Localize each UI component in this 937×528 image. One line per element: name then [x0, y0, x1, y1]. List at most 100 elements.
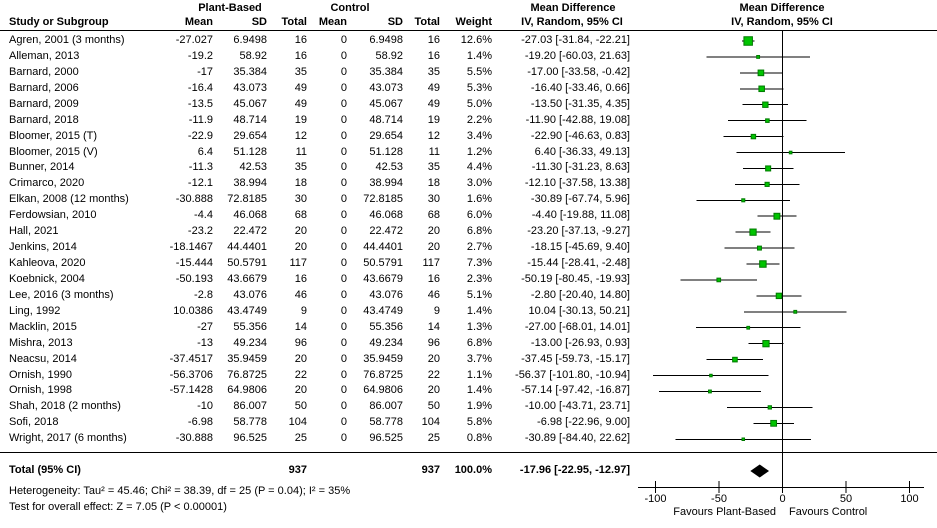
cell-control_sd: 43.073 [369, 81, 403, 94]
cell-ci_label: -2.80 [-20.40, 14.80] [530, 288, 630, 301]
total-control-n: 937 [421, 464, 440, 476]
cell-ci_label: -50.19 [-80.45, -19.93] [521, 272, 630, 285]
effect-marker [750, 133, 757, 140]
cell-control_sd: 49.234 [369, 336, 403, 349]
study-name: Wright, 2017 (6 months) [9, 432, 127, 445]
effect-marker [759, 260, 767, 268]
study-row: Wright, 2017 (6 months) -30.888 96.525 25 0 9… [0, 430, 640, 446]
cell-plant_total: 68 [294, 209, 307, 222]
favours-right-label: Favours Control [789, 506, 868, 518]
cell-plant_mean: -57.1428 [169, 384, 213, 397]
cell-weight: 7.3% [466, 257, 492, 270]
cell-plant_total: 49 [294, 81, 307, 94]
study-name: Barnard, 2006 [9, 81, 79, 94]
study-row: Jenkins, 2014 -18.1467 44.4401 20 0 44.4401 20… [0, 239, 640, 255]
study-name: Ling, 1992 [9, 304, 61, 317]
cell-ci_label: -22.90 [-46.63, 0.83] [530, 129, 630, 142]
effect-marker [764, 181, 770, 187]
cell-plant_mean: -30.888 [175, 432, 213, 445]
cell-plant_sd: 46.068 [233, 209, 267, 222]
study-row: Crimarco, 2020 -12.1 38.994 18 0 38.994 18 3.0%… [0, 175, 640, 191]
overall-effect-note: Test for overall effect: Z = 7.05 (P < 0… [9, 501, 227, 513]
cell-control_mean: 0 [340, 272, 347, 285]
study-name: Shah, 2018 (2 months) [9, 400, 121, 413]
cell-plant_sd: 35.9459 [227, 352, 267, 365]
cell-control_total: 22 [427, 368, 440, 381]
study-row: Barnard, 2009 -13.5 45.067 49 0 45.067 49 5.0% -… [0, 96, 640, 112]
cell-plant_total: 18 [294, 177, 307, 190]
cell-weight: 3.0% [466, 177, 492, 190]
plot-header-mean-difference: Mean Difference [739, 2, 825, 14]
column-header-plant-mean: Mean [184, 16, 213, 28]
effect-marker [762, 340, 770, 348]
cell-plant_sd: 64.9806 [227, 384, 267, 397]
axis-tick-label: -100 [644, 493, 667, 505]
cell-plant_total: 20 [294, 352, 307, 365]
cell-control_sd: 43.076 [369, 288, 403, 301]
cell-weight: 1.4% [466, 384, 492, 397]
study-row: Hall, 2021 -23.2 22.472 20 0 22.472 20 6.8% -23.… [0, 223, 640, 239]
study-row: Shah, 2018 (2 months) -10 86.007 50 0 86.007 5… [0, 398, 640, 414]
effect-marker [756, 55, 761, 59]
cell-weight: 1.2% [466, 145, 492, 158]
cell-weight: 5.1% [466, 288, 492, 301]
cell-plant_sd: 29.654 [233, 129, 267, 142]
cell-control_sd: 43.4749 [363, 304, 403, 317]
study-row: Neacsu, 2014 -37.4517 35.9459 20 0 35.9459 20 3… [0, 351, 640, 367]
column-header-weight: Weight [455, 16, 492, 28]
study-row: Bloomer, 2015 (T) -22.9 29.654 12 0 29.654 12 3… [0, 128, 640, 144]
study-row: Agren, 2001 (3 months) -27.027 6.9498 16 0 6.… [0, 32, 640, 48]
cell-control_sd: 96.525 [369, 432, 403, 445]
cell-plant_total: 50 [294, 400, 307, 413]
effect-marker [757, 69, 765, 77]
cell-plant_mean: -23.2 [187, 225, 213, 238]
cell-control_total: 19 [427, 113, 440, 126]
total-weight: 100.0% [454, 464, 492, 476]
cell-ci_label: -17.00 [-33.58, -0.42] [527, 65, 630, 78]
cell-control_total: 20 [427, 225, 440, 238]
column-header-control-mean: Mean [318, 16, 347, 28]
study-name: Ferdowsian, 2010 [9, 209, 97, 222]
study-name: Mishra, 2013 [9, 336, 73, 349]
cell-plant_sd: 51.128 [233, 145, 267, 158]
cell-weight: 6.8% [466, 336, 492, 349]
column-header-control-total: Total [414, 16, 440, 28]
cell-control_mean: 0 [340, 288, 347, 301]
cell-plant_mean: -30.888 [175, 193, 213, 206]
cell-ci_label: -57.14 [-97.42, -16.87] [521, 384, 630, 397]
cell-plant_sd: 58.92 [239, 49, 267, 62]
study-row: Alleman, 2013 -19.2 58.92 16 0 58.92 16 1.4% -19… [0, 48, 640, 64]
cell-plant_total: 14 [294, 320, 307, 333]
cell-weight: 5.0% [466, 97, 492, 110]
cell-control_sd: 22.472 [369, 225, 403, 238]
cell-plant_sd: 76.8725 [227, 368, 267, 381]
cell-control_mean: 0 [340, 97, 347, 110]
study-name: Barnard, 2000 [9, 65, 79, 78]
cell-control_mean: 0 [340, 65, 347, 78]
study-row: Bunner, 2014 -11.3 42.53 35 0 42.53 35 4.4% -11.… [0, 159, 640, 175]
cell-weight: 1.3% [466, 320, 492, 333]
cell-plant_total: 104 [288, 416, 307, 429]
cell-ci_label: -27.03 [-31.84, -22.21] [521, 34, 630, 46]
cell-weight: 3.4% [466, 129, 492, 142]
study-row: Elkan, 2008 (12 months) -30.888 72.8185 30 0… [0, 191, 640, 207]
cell-plant_total: 20 [294, 225, 307, 238]
study-name: Alleman, 2013 [9, 49, 80, 62]
cell-ci_label: -19.20 [-60.03, 21.63] [524, 49, 630, 62]
cell-control_mean: 0 [340, 304, 347, 317]
column-header-ci-method: IV, Random, 95% CI [521, 16, 623, 28]
cell-weight: 5.8% [466, 416, 492, 429]
cell-control_sd: 35.9459 [363, 352, 403, 365]
study-row: Ling, 1992 10.0386 43.4749 9 0 43.4749 9 1.4% 10… [0, 303, 640, 319]
column-header-plant-total: Total [281, 16, 307, 28]
cell-control_total: 16 [427, 34, 440, 46]
cell-plant_total: 25 [294, 432, 307, 445]
effect-marker [767, 405, 772, 410]
cell-weight: 3.7% [466, 352, 492, 365]
cell-control_mean: 0 [340, 225, 347, 238]
cell-control_total: 49 [427, 97, 440, 110]
cell-control_sd: 35.384 [369, 65, 403, 78]
study-row: Barnard, 2006 -16.4 43.073 49 0 43.073 49 5.3% -… [0, 80, 640, 96]
cell-plant_sd: 45.067 [233, 97, 267, 110]
cell-control_sd: 29.654 [369, 129, 403, 142]
